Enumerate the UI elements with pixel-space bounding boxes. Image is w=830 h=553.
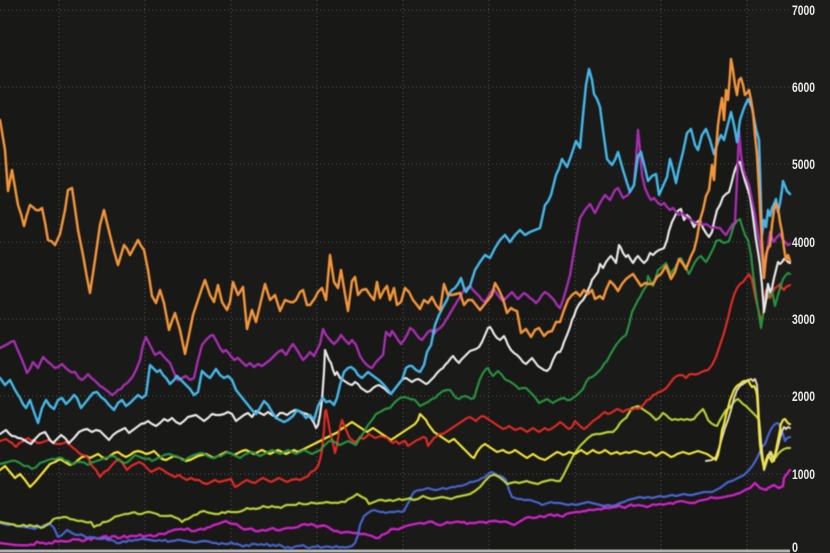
svg-text:2000: 2000 [792, 388, 815, 404]
svg-text:3000: 3000 [792, 311, 815, 327]
svg-text:0: 0 [792, 539, 798, 553]
svg-text:4000: 4000 [792, 234, 815, 250]
svg-text:6000: 6000 [792, 79, 815, 95]
svg-text:1000: 1000 [792, 466, 815, 482]
svg-text:5000: 5000 [792, 156, 815, 172]
svg-text:7000: 7000 [792, 2, 815, 18]
